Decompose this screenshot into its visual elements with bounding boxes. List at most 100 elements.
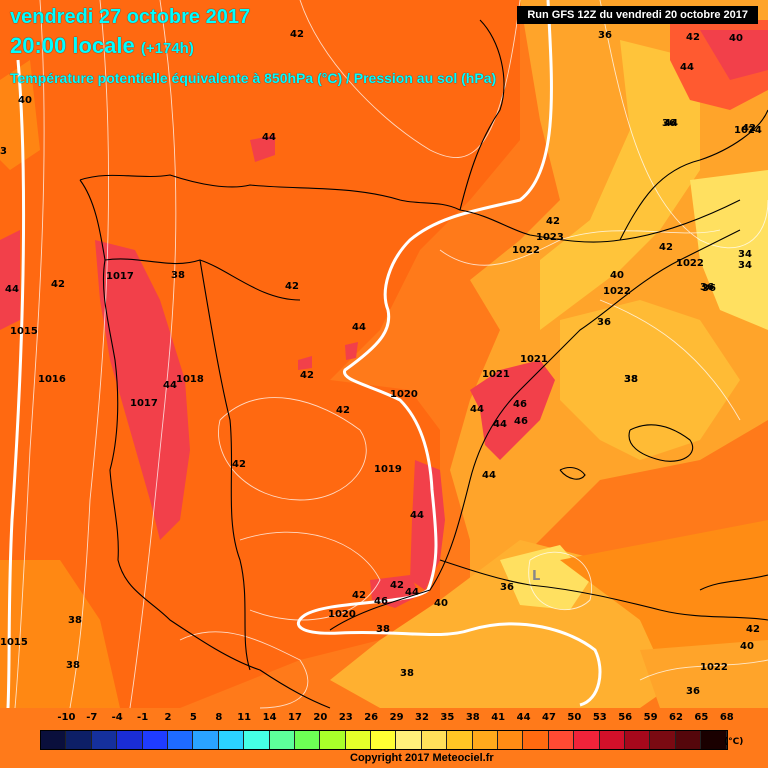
low-pressure-marker: L — [532, 569, 540, 584]
theta-contour-label: 46 — [514, 416, 528, 427]
legend-tick-label: 50 — [567, 712, 582, 723]
isobar-label: 1022 — [676, 258, 704, 269]
isobar-label: 1020 — [328, 609, 356, 620]
legend-unit: (°C) — [724, 737, 744, 747]
theta-contour-label: 34 — [738, 249, 752, 260]
legend-tick-label: 59 — [643, 712, 658, 723]
isobar-1015-thick — [6, 59, 26, 709]
theta-contour-label: 36 — [597, 317, 611, 328]
legend-swatch — [650, 731, 676, 749]
legend-tick-label: 47 — [542, 712, 556, 723]
legend-tick-label: -4 — [111, 712, 123, 723]
legend-swatch — [66, 731, 92, 749]
legend-swatch — [498, 731, 524, 749]
legend-tick-label: 68 — [719, 712, 734, 723]
theta-contour-label: 42 — [352, 590, 366, 601]
legend-tick-label: -10 — [57, 712, 76, 723]
legend-swatch — [523, 731, 549, 749]
isobar-label: 1015 — [10, 326, 38, 337]
legend-tick-label: 35 — [440, 712, 455, 723]
theta-zone-40-southwest — [0, 560, 120, 708]
theta-contour-label: 40 — [18, 95, 32, 106]
isobar-1020-thick — [297, 0, 602, 707]
theta-zone-36b — [560, 300, 740, 460]
legend-swatch — [624, 731, 651, 749]
legend-swatch — [675, 731, 702, 749]
theta-contour-label: 42 — [659, 242, 673, 253]
theta-contour-label: 46 — [513, 399, 527, 410]
legend-tick-label: 5 — [189, 712, 197, 723]
theta-contour-label: 44 — [5, 284, 19, 295]
isobar-label: 1015 — [0, 637, 28, 648]
theta-contour-label: 46 — [374, 596, 388, 607]
theta-contour-label: 44 — [352, 322, 366, 333]
legend-swatch — [117, 731, 143, 749]
legend-swatch — [701, 731, 727, 749]
legend-tick-label: 20 — [313, 712, 328, 723]
theta-contour-label: 44 — [482, 470, 496, 481]
legend-tick-label: 26 — [364, 712, 379, 723]
theta-contour-label: 42 — [290, 29, 304, 40]
theta-contour-label: 36 — [500, 582, 514, 593]
lead-time: (+174h) — [140, 40, 194, 57]
theta-contour-label: 40 — [434, 598, 448, 609]
theta-zone-46-atlantic — [0, 230, 20, 330]
color-legend — [40, 730, 728, 750]
theta-contour-label: 44 — [680, 62, 694, 73]
theta-zone-46-small2 — [298, 356, 312, 370]
legend-tick-label: 65 — [694, 712, 709, 723]
isobar-label: 1022 — [603, 286, 631, 297]
theta-contour-label: 42 — [300, 370, 314, 381]
legend-swatch — [91, 731, 118, 749]
isobar-label: 1017 — [106, 271, 134, 282]
theta-zone-46-west — [95, 240, 190, 540]
legend-tick-label: 32 — [415, 712, 429, 723]
theta-contour-label: 42 — [51, 279, 65, 290]
legend-swatch — [345, 731, 372, 749]
legend-swatch — [548, 731, 575, 749]
legend-tick-label: 11 — [237, 712, 252, 723]
theta-contour-label: 38 — [68, 615, 82, 626]
theta-contour-label: 40 — [729, 33, 743, 44]
theta-contour-label: 40 — [610, 270, 624, 281]
theta-contour-label: 42 — [742, 123, 756, 134]
theta-contour-label: 42 — [232, 459, 246, 470]
theta-contour-label: 36 — [598, 30, 612, 41]
copyright-text: Copyright 2017 Meteociel.fr — [350, 752, 494, 764]
isobar-label: 1022 — [700, 662, 728, 673]
theta-zone-36-southeast — [640, 640, 768, 708]
theta-contour-label: 38 — [66, 660, 80, 671]
legend-swatch — [218, 731, 245, 749]
theta-contour-label: 44 — [493, 419, 507, 430]
isobar-label: 1016 — [38, 374, 66, 385]
theta-zone-46-north — [250, 135, 275, 162]
legend-tick-label: 23 — [338, 712, 353, 723]
legend-swatch — [472, 731, 499, 749]
theta-contour-label: 36 — [686, 686, 700, 697]
legend-tick-label: 41 — [491, 712, 506, 723]
theta-zone-46-small — [345, 342, 358, 360]
legend-swatch — [269, 731, 295, 749]
isobar-label: 1021 — [520, 354, 548, 365]
theta-contour-label: 38 — [400, 668, 414, 679]
theta-contour-label: 3 — [0, 146, 7, 157]
theta-contour-label: 34 — [738, 260, 752, 271]
legend-swatch — [447, 731, 473, 749]
legend-swatch — [371, 731, 397, 749]
isobar-label: 1022 — [512, 245, 540, 256]
legend-swatch — [574, 731, 600, 749]
legend-swatch — [396, 731, 422, 749]
legend-tick-label: 8 — [215, 712, 223, 723]
theta-contour-label: 44 — [664, 118, 678, 129]
run-info-badge: Run GFS 12Z du vendredi 20 octobre 2017 — [517, 6, 758, 24]
legend-tick-label: 38 — [465, 712, 480, 723]
theta-contour-label: 42 — [336, 405, 350, 416]
theta-contour-label: 42 — [285, 281, 299, 292]
isobar-label: 1017 — [130, 398, 158, 409]
legend-tick-label: 29 — [389, 712, 404, 723]
legend-tick-label: 56 — [618, 712, 633, 723]
theta-contour-label: 44 — [470, 404, 484, 415]
theta-zone-40-northwest — [0, 60, 40, 170]
